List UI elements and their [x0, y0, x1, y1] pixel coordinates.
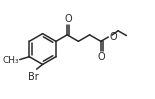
Text: O: O [110, 32, 117, 42]
Text: O: O [64, 14, 72, 24]
Text: O: O [98, 52, 106, 62]
Text: Br: Br [28, 72, 39, 82]
Text: CH₃: CH₃ [2, 56, 19, 65]
